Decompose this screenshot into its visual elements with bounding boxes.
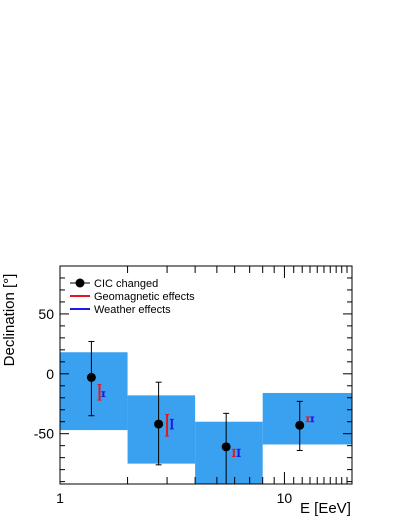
- uncertainty-bands: [60, 352, 352, 484]
- x-tick-label-1: 10: [277, 490, 293, 506]
- legend-label-2: Weather effects: [94, 304, 171, 316]
- axis-ticks: 1 10 50 0 -50: [34, 265, 353, 506]
- data-point-0: [86, 372, 96, 382]
- legend-swatch-dot-0: [75, 278, 85, 288]
- data-point-2: [221, 442, 231, 452]
- legend-label-0: CIC changed: [94, 278, 158, 290]
- band-1: [60, 352, 128, 431]
- data-point-3: [295, 420, 305, 430]
- y-tick-label-2: -50: [34, 426, 54, 442]
- band-3: [195, 421, 263, 484]
- band-2: [127, 395, 196, 464]
- x-axis-label: E [EeV]: [300, 500, 351, 517]
- error-bars: [86, 340, 315, 484]
- y-tick-label-1: 0: [46, 366, 54, 382]
- y-axis-label: Declination [°]: [1, 274, 18, 367]
- legend-label-1: Geomagnetic effects: [94, 291, 195, 303]
- data-point-1: [154, 419, 164, 429]
- y-tick-label-0: 50: [38, 306, 54, 322]
- plot-frame: [59, 265, 353, 485]
- x-tick-label-0: 1: [56, 490, 64, 506]
